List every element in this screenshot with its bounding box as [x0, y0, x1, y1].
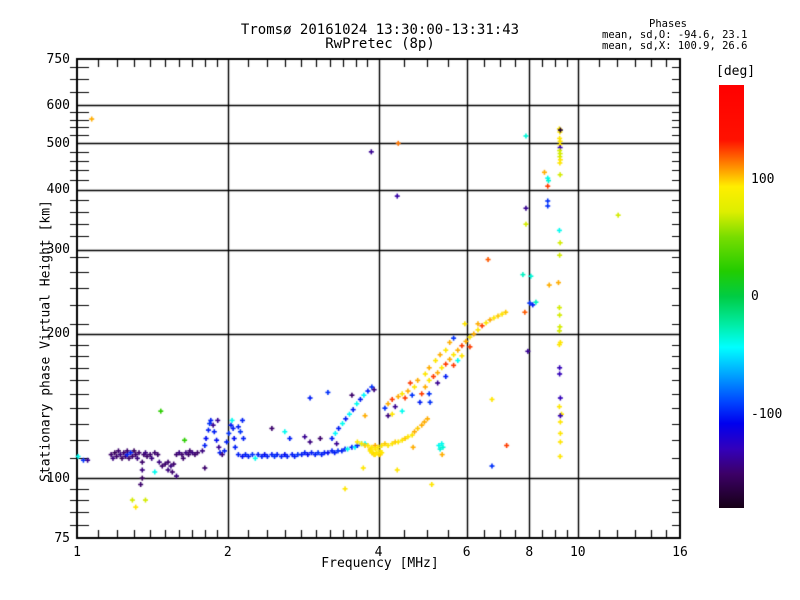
- y-tick-label: 500: [46, 135, 70, 151]
- y-tick-label: 200: [46, 326, 70, 342]
- y-tick-label: 400: [46, 182, 70, 198]
- x-tick-label: 10: [569, 545, 586, 560]
- x-tick-label: 1: [73, 545, 81, 560]
- phase-colorbar: [719, 85, 744, 508]
- plot-subtitle: RwPretec (8p): [325, 36, 435, 52]
- plot-title: Tromsø 20161024 13:30:00-13:31:43: [240, 22, 520, 38]
- x-tick-label: 4: [374, 545, 383, 560]
- colorbar-tick-label: -100: [751, 407, 783, 422]
- y-tick-label: 750: [46, 51, 70, 67]
- colorbar-tick-label: 100: [751, 172, 775, 187]
- x-axis-label: Frequency [MHz]: [321, 556, 439, 571]
- y-tick-label: 75: [54, 530, 70, 546]
- phase-stats-o-mode: mean, sd,O: -94.6, 23.1: [602, 29, 748, 41]
- phase-stats-x-mode: mean, sd,X: 100.9, 26.6: [602, 40, 748, 52]
- phase-stats-header: Phases: [649, 18, 687, 30]
- y-tick-label: 300: [46, 242, 70, 258]
- x-tick-label: 16: [672, 545, 688, 560]
- y-tick-label: 100: [46, 470, 70, 486]
- x-tick-label: 8: [525, 545, 534, 560]
- x-tick-label: 6: [462, 545, 471, 560]
- y-tick-label: 600: [46, 97, 70, 113]
- colorbar-tick-label: 0: [751, 289, 759, 304]
- colorbar-unit-label: [deg]: [716, 64, 756, 79]
- x-tick-label: 2: [223, 545, 232, 560]
- phase-stats-annotation: Phases mean, sd,O: -94.6, 23.1 mean, sd,…: [602, 18, 748, 52]
